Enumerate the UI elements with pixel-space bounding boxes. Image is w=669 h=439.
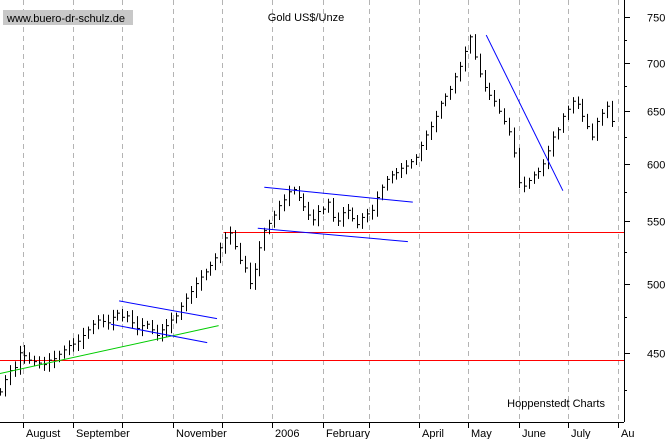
y-tick-label: 450 [647, 349, 665, 361]
y-tick-label: 650 [647, 107, 665, 119]
trend-line [264, 186, 413, 203]
x-tick-label: June [522, 428, 546, 439]
x-tick-label: July [571, 428, 591, 439]
x-tick-label: August [26, 428, 60, 439]
x-tick-label: April [422, 428, 444, 439]
trend-line [485, 34, 564, 191]
month-grid [23, 0, 619, 422]
y-axis: 450 500 550 600 650 700 750 [624, 13, 665, 391]
trend-line [0, 325, 219, 375]
x-tick-label: 2006 [275, 428, 299, 439]
trend-line [110, 323, 208, 344]
y-tick-label: 500 [647, 280, 665, 292]
x-tick-label: February [326, 428, 371, 439]
x-tick-label: May [471, 428, 492, 439]
plot-frame [0, 0, 625, 423]
y-tick-label: 700 [647, 59, 665, 71]
x-tick-label: Au [621, 428, 634, 439]
trend-line [257, 227, 408, 243]
chart-title: Gold US$/Unze [268, 12, 344, 24]
y-tick-label: 750 [647, 13, 665, 25]
y-tick-label: 550 [647, 217, 665, 229]
y-tick-label: 600 [647, 160, 665, 172]
support-lines [0, 232, 624, 361]
x-axis: August September November 2006 February April… [23, 422, 634, 439]
x-tick-label: September [76, 428, 130, 439]
price-bars [0, 34, 615, 397]
trend-lines [0, 34, 564, 375]
source-label: Hoppenstedt Charts [507, 398, 605, 410]
watermark-text: www.buero-dr-schulz.de [6, 13, 125, 25]
trend-line [119, 300, 218, 320]
watermark-box [3, 10, 133, 25]
x-tick-label: November [176, 428, 227, 439]
